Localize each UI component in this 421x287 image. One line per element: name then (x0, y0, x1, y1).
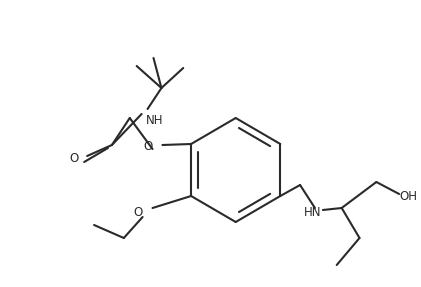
Text: NH: NH (146, 113, 163, 127)
Text: O: O (133, 207, 143, 220)
Text: O: O (143, 141, 152, 154)
Text: HN: HN (304, 205, 322, 218)
Text: O: O (69, 152, 78, 164)
Text: OH: OH (399, 189, 417, 203)
